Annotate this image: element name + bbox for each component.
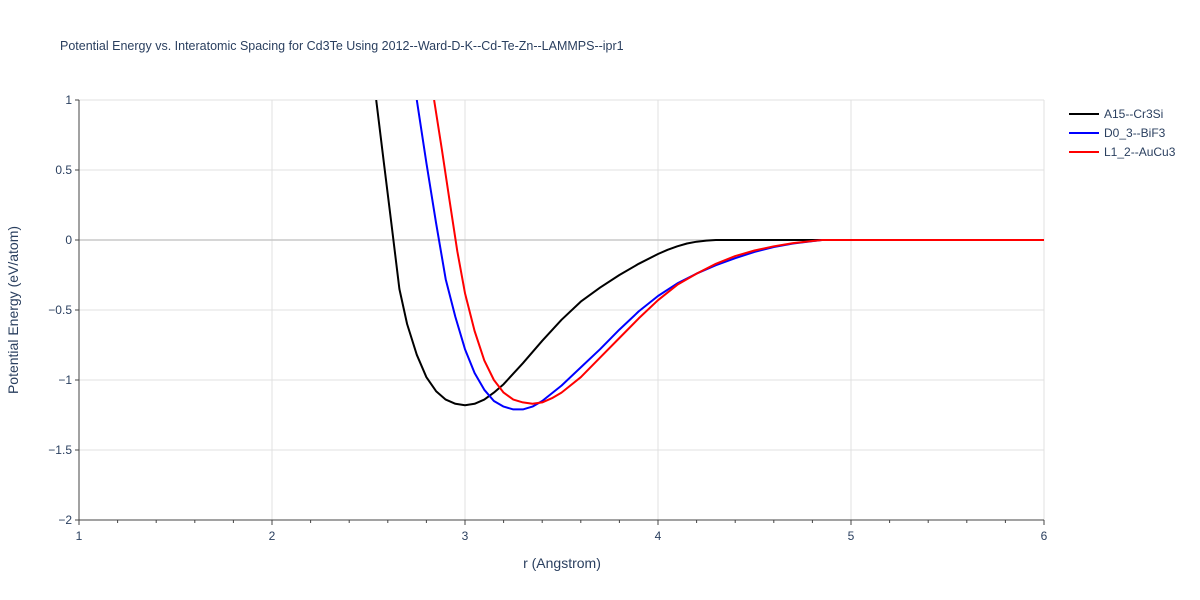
y-tick-label: 0.5 — [55, 163, 72, 177]
series-line-1 — [375, 100, 1044, 407]
series-layer — [375, 100, 1044, 411]
y-axis-title: Potential Energy (eV/atom) — [5, 226, 21, 394]
x-axis-title: r (Angstrom) — [523, 555, 601, 571]
legend: A15--Cr3Si D0_3--BiF3 L1_2--AuCu3 — [1069, 107, 1176, 159]
x-tick-label: 2 — [269, 529, 276, 543]
y-tick-label: −2 — [58, 513, 72, 527]
y-tick-label: −1.5 — [48, 443, 72, 457]
legend-label-3: L1_2--AuCu3 — [1104, 145, 1176, 159]
x-tick-label: 5 — [848, 529, 855, 543]
y-tick-label: −0.5 — [48, 303, 72, 317]
legend-label-1: A15--Cr3Si — [1104, 107, 1163, 121]
y-tick-label: 0 — [65, 233, 72, 247]
y-tick-label: −1 — [58, 373, 72, 387]
y-tick-label: 1 — [65, 93, 72, 107]
chart-title: Potential Energy vs. Interatomic Spacing… — [60, 39, 624, 53]
x-tick-label: 1 — [76, 529, 83, 543]
x-tick-label: 4 — [655, 529, 662, 543]
x-tick-label: 3 — [462, 529, 469, 543]
legend-label-2: D0_3--BiF3 — [1104, 126, 1166, 140]
axes-layer: 1 2 3 4 5 6 −2 −1.5 −1 −0.5 0 0.5 1 — [48, 93, 1047, 543]
x-tick-label: 6 — [1041, 529, 1048, 543]
series-line-3 — [433, 100, 1044, 405]
